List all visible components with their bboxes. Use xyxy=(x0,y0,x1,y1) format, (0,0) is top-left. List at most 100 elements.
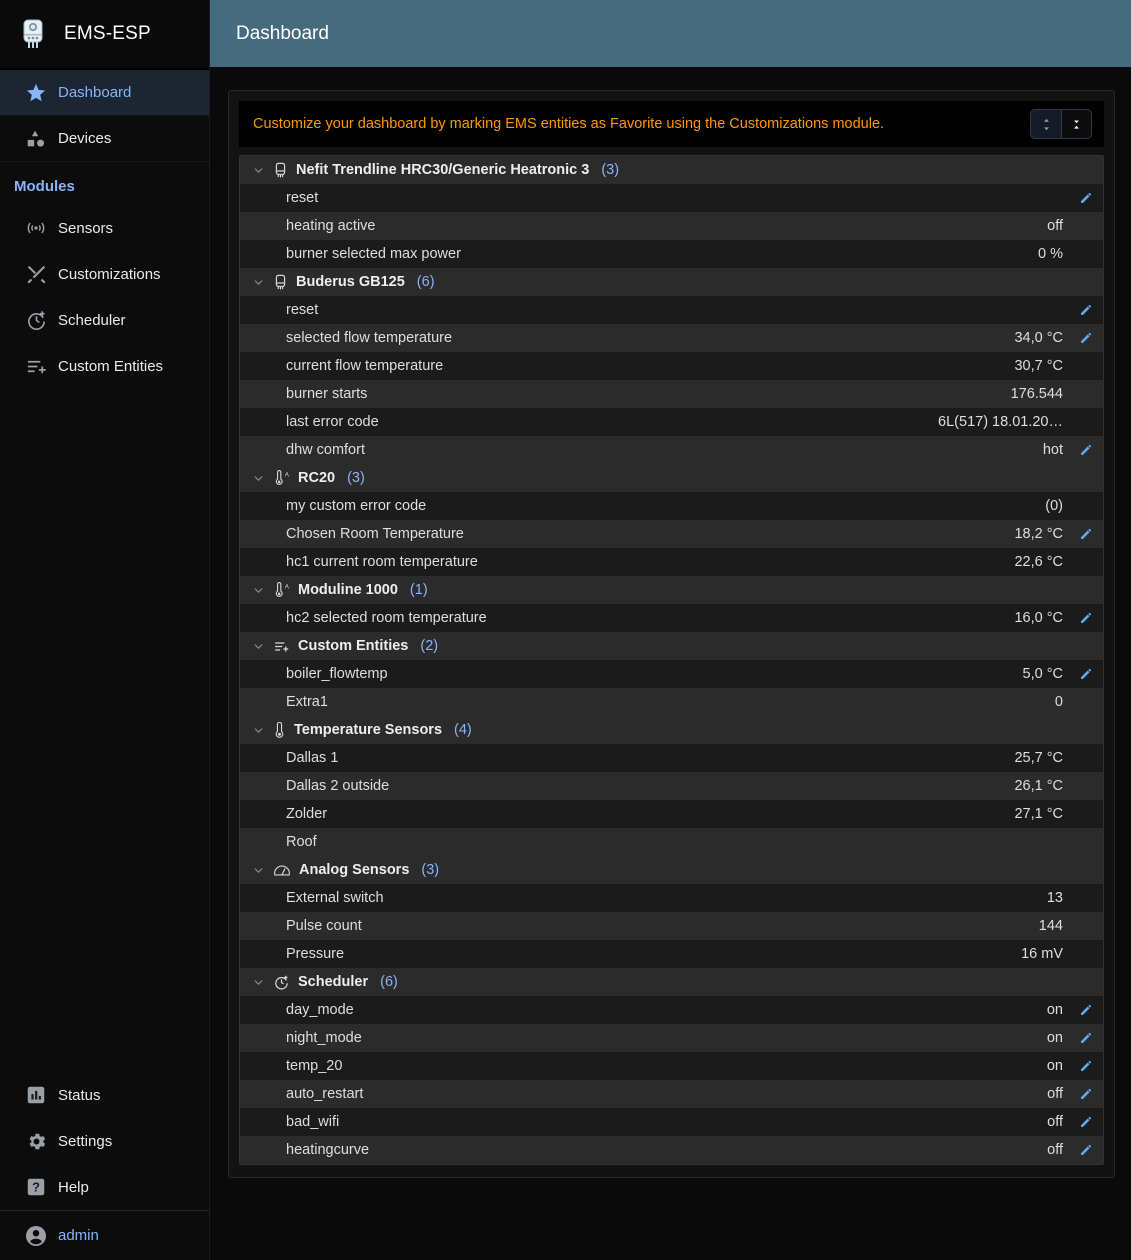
entity-row[interactable]: Pulse count 144 xyxy=(240,912,1103,940)
chevron-down-icon[interactable] xyxy=(252,864,265,877)
edit-pencil-icon[interactable] xyxy=(1071,331,1093,345)
entity-row[interactable]: bad_wifi off xyxy=(240,1108,1103,1136)
expand-all-button[interactable] xyxy=(1031,110,1061,138)
chevron-down-icon[interactable] xyxy=(252,584,265,597)
entity-group-header[interactable]: Nefit Trendline HRC30/Generic Heatronic … xyxy=(240,156,1103,184)
user-account-row[interactable]: admin xyxy=(0,1210,209,1260)
chevron-down-icon[interactable] xyxy=(252,976,265,989)
edit-pencil-icon[interactable] xyxy=(1071,1087,1093,1101)
entity-row[interactable]: Extra1 0 xyxy=(240,688,1103,716)
account-circle-icon xyxy=(14,1224,58,1248)
clock-plus-icon xyxy=(273,974,290,991)
entity-name: reset xyxy=(286,302,319,318)
thermostat-device-icon: A xyxy=(273,581,290,599)
entity-group-header[interactable]: Scheduler (6) xyxy=(240,968,1103,996)
sidebar-item-custom-entities[interactable]: Custom Entities xyxy=(0,343,209,389)
entity-row[interactable]: current flow temperature 30,7 °C xyxy=(240,352,1103,380)
entity-value: 27,1 °C xyxy=(1014,806,1063,822)
customize-banner: Customize your dashboard by marking EMS … xyxy=(239,101,1104,147)
entity-group-header[interactable]: A Moduline 1000 (1) xyxy=(240,576,1103,604)
entity-row[interactable]: night_mode on xyxy=(240,1024,1103,1052)
sidebar-item-help[interactable]: ? Help xyxy=(0,1164,209,1210)
entity-row[interactable]: Dallas 1 25,7 °C xyxy=(240,744,1103,772)
entity-group-header[interactable]: Custom Entities (2) xyxy=(240,632,1103,660)
entity-row[interactable]: heatingcurve off xyxy=(240,1136,1103,1164)
entity-name: temp_20 xyxy=(286,1058,343,1074)
entity-value: hot xyxy=(1042,442,1063,458)
sidebar-item-scheduler[interactable]: Scheduler xyxy=(0,297,209,343)
chevron-down-icon[interactable] xyxy=(252,164,265,177)
edit-pencil-icon[interactable] xyxy=(1071,667,1093,681)
entity-row[interactable]: burner selected max power 0 % xyxy=(240,240,1103,268)
edit-pencil-icon[interactable] xyxy=(1071,1143,1093,1157)
chevron-down-icon[interactable] xyxy=(252,276,265,289)
entity-row[interactable]: Zolder 27,1 °C xyxy=(240,800,1103,828)
dashboard-panel: Customize your dashboard by marking EMS … xyxy=(228,90,1115,1178)
entity-row[interactable]: heating active off xyxy=(240,212,1103,240)
chevron-down-icon[interactable] xyxy=(252,640,265,653)
list-plus-icon xyxy=(14,355,58,378)
edit-pencil-icon[interactable] xyxy=(1071,1059,1093,1073)
edit-pencil-icon[interactable] xyxy=(1071,611,1093,625)
sidebar-item-sensors[interactable]: Sensors xyxy=(0,205,209,251)
edit-pencil-icon[interactable] xyxy=(1071,527,1093,541)
entity-name: my custom error code xyxy=(286,498,427,514)
entity-row[interactable]: my custom error code (0) xyxy=(240,492,1103,520)
thermometer-icon xyxy=(273,721,286,739)
entity-name: selected flow temperature xyxy=(286,330,453,346)
entity-value: 6L(517) 18.01.20… xyxy=(938,414,1063,430)
main-area: Dashboard Customize your dashboard by ma… xyxy=(210,0,1131,1260)
entity-value: off xyxy=(1047,218,1063,234)
entity-row[interactable]: last error code 6L(517) 18.01.20… xyxy=(240,408,1103,436)
entity-value: 176.544 xyxy=(1010,386,1063,402)
sidebar-item-status[interactable]: Status xyxy=(0,1072,209,1118)
edit-pencil-icon[interactable] xyxy=(1071,1115,1093,1129)
edit-pencil-icon[interactable] xyxy=(1071,303,1093,317)
tools-icon xyxy=(14,263,58,286)
entity-row[interactable]: hc1 current room temperature 22,6 °C xyxy=(240,548,1103,576)
entity-row[interactable]: auto_restart off xyxy=(240,1080,1103,1108)
chevron-down-icon[interactable] xyxy=(252,724,265,737)
edit-pencil-icon[interactable] xyxy=(1071,443,1093,457)
entity-name: current flow temperature xyxy=(286,358,444,374)
sidebar-item-devices[interactable]: Devices xyxy=(0,116,209,162)
sensors-broadcast-icon xyxy=(14,217,58,239)
gauge-icon xyxy=(273,862,291,879)
entity-row[interactable]: hc2 selected room temperature 16,0 °C xyxy=(240,604,1103,632)
chevron-down-icon[interactable] xyxy=(252,472,265,485)
edit-pencil-icon[interactable] xyxy=(1071,1031,1093,1045)
entity-row[interactable]: reset xyxy=(240,184,1103,212)
entity-row[interactable]: Pressure 16 mV xyxy=(240,940,1103,968)
entity-row[interactable]: temp_20 on xyxy=(240,1052,1103,1080)
entity-group-name: Analog Sensors xyxy=(299,862,410,878)
sidebar-item-settings[interactable]: Settings xyxy=(0,1118,209,1164)
entity-row[interactable]: reset xyxy=(240,296,1103,324)
entity-row[interactable]: boiler_flowtemp 5,0 °C xyxy=(240,660,1103,688)
entity-row[interactable]: selected flow temperature 34,0 °C xyxy=(240,324,1103,352)
entity-group-header[interactable]: Buderus GB125 (6) xyxy=(240,268,1103,296)
entity-row[interactable]: Dallas 2 outside 26,1 °C xyxy=(240,772,1103,800)
entity-value: on xyxy=(1046,1030,1063,1046)
sidebar-section-modules: Modules xyxy=(14,178,75,195)
sidebar-item-label: Custom Entities xyxy=(58,357,164,375)
sidebar-item-customizations[interactable]: Customizations xyxy=(0,251,209,297)
edit-pencil-icon[interactable] xyxy=(1071,191,1093,205)
entity-name: dhw comfort xyxy=(286,442,365,458)
entity-row[interactable]: Chosen Room Temperature 18,2 °C xyxy=(240,520,1103,548)
entity-group-header[interactable]: A RC20 (3) xyxy=(240,464,1103,492)
entity-group-name: Buderus GB125 xyxy=(296,274,405,290)
collapse-all-button[interactable] xyxy=(1061,110,1091,138)
edit-pencil-icon[interactable] xyxy=(1071,1003,1093,1017)
sidebar-item-dashboard[interactable]: Dashboard xyxy=(0,70,209,116)
entity-row[interactable]: External switch 13 xyxy=(240,884,1103,912)
entity-name: last error code xyxy=(286,414,379,430)
entity-row[interactable]: day_mode on xyxy=(240,996,1103,1024)
entity-row[interactable]: dhw comfort hot xyxy=(240,436,1103,464)
entity-row[interactable]: burner starts 176.544 xyxy=(240,380,1103,408)
entity-group-header[interactable]: Temperature Sensors (4) xyxy=(240,716,1103,744)
brand: EMS-ESP xyxy=(0,0,209,68)
boiler-device-icon xyxy=(273,162,288,179)
entity-group-header[interactable]: Analog Sensors (3) xyxy=(240,856,1103,884)
entity-group-name: Scheduler xyxy=(298,974,369,990)
entity-row[interactable]: Roof xyxy=(240,828,1103,856)
